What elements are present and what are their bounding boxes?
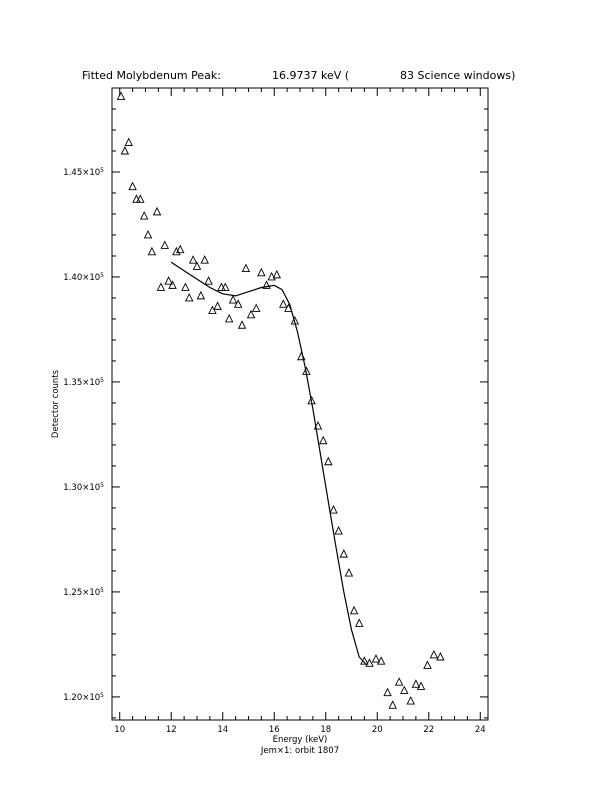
data-point [143, 229, 153, 239]
data-point [436, 652, 445, 661]
data-point [120, 145, 130, 155]
y-tick-label: 1.25×105 [63, 587, 104, 598]
data-point [272, 269, 282, 279]
axis-ticks [112, 87, 488, 720]
data-point [339, 549, 349, 558]
data-point [164, 276, 173, 285]
data-point [241, 263, 251, 273]
data-point [139, 211, 149, 220]
data-point [411, 679, 421, 688]
data-point [116, 91, 126, 100]
data-point [246, 309, 256, 319]
data-point [196, 290, 206, 300]
data-point [349, 605, 359, 615]
data-point [388, 700, 397, 709]
data-point [208, 305, 217, 315]
data-point [176, 244, 185, 254]
data-point [344, 568, 354, 577]
data-point [233, 299, 243, 308]
data-point [136, 194, 145, 203]
data-point [394, 677, 404, 686]
data-point [365, 658, 374, 667]
data-point [318, 435, 328, 445]
chart-title-part-2: 16.9737 keV ( [272, 69, 349, 82]
data-point [237, 320, 247, 329]
data-point [213, 301, 222, 310]
x-axis-label: Energy (keV) [273, 735, 328, 745]
data-point [423, 660, 432, 669]
x-tick-label: 22 [423, 725, 434, 735]
data-point [406, 696, 415, 705]
y-tick-label: 1.30×105 [63, 482, 104, 493]
data-point [257, 267, 266, 277]
data-point [307, 395, 316, 405]
data-point [156, 282, 166, 291]
data-point [128, 181, 137, 191]
data-point [429, 649, 439, 659]
data-points [116, 91, 445, 709]
data-point [267, 271, 276, 281]
x-tick-label: 18 [320, 725, 331, 735]
y-tick-label: 1.40×105 [63, 272, 104, 283]
data-point [416, 681, 426, 690]
x-tick-label: 24 [475, 725, 486, 735]
x-tick-label: 14 [217, 725, 228, 735]
data-point [329, 505, 338, 514]
data-point [371, 654, 381, 663]
axis-tick-labels: 10 12 14 16 18 20 22 24 1.20×105 1.25×105 1.30×105… [63, 167, 485, 735]
data-point [185, 292, 194, 302]
data-point [297, 351, 306, 361]
data-point [334, 526, 343, 535]
data-point [224, 313, 234, 323]
y-tick-label: 1.20×105 [63, 692, 104, 703]
x-tick-label: 16 [269, 725, 280, 735]
data-point [262, 280, 271, 289]
data-point [200, 255, 209, 264]
footer-label: Jem×1: orbit 1807 [260, 746, 339, 756]
chart-title-part-3: 83 Science windows) [400, 69, 515, 82]
data-point [302, 366, 311, 375]
data-point [152, 206, 162, 216]
data-point [324, 456, 333, 466]
data-point [284, 303, 293, 312]
x-tick-label: 20 [372, 725, 383, 735]
data-point [279, 299, 288, 308]
y-tick-label: 1.45×105 [63, 167, 104, 178]
data-point [400, 685, 409, 695]
data-point [290, 316, 300, 325]
data-point [355, 618, 364, 627]
data-point [172, 246, 181, 256]
data-point [228, 295, 238, 304]
data-point [360, 656, 369, 665]
x-tick-label: 10 [114, 725, 125, 735]
chart-title-part-1: Fitted Molybdenum Peak: [82, 69, 221, 82]
data-point [221, 282, 230, 291]
data-point [192, 261, 202, 270]
data-point [168, 280, 177, 289]
plot-frame [111, 87, 489, 721]
x-tick-label: 12 [166, 725, 177, 735]
data-point [376, 656, 386, 665]
fit-curve [170, 261, 368, 666]
y-axis-label: Detector counts [51, 369, 61, 438]
data-point [383, 687, 392, 697]
data-point [188, 255, 198, 264]
y-tick-label: 1.35×105 [63, 377, 104, 388]
data-point [147, 246, 157, 256]
data-point [181, 282, 190, 291]
data-point [313, 421, 323, 430]
data-point [160, 240, 170, 249]
data-point [204, 276, 213, 285]
data-point [251, 303, 261, 312]
data-point [124, 137, 133, 147]
